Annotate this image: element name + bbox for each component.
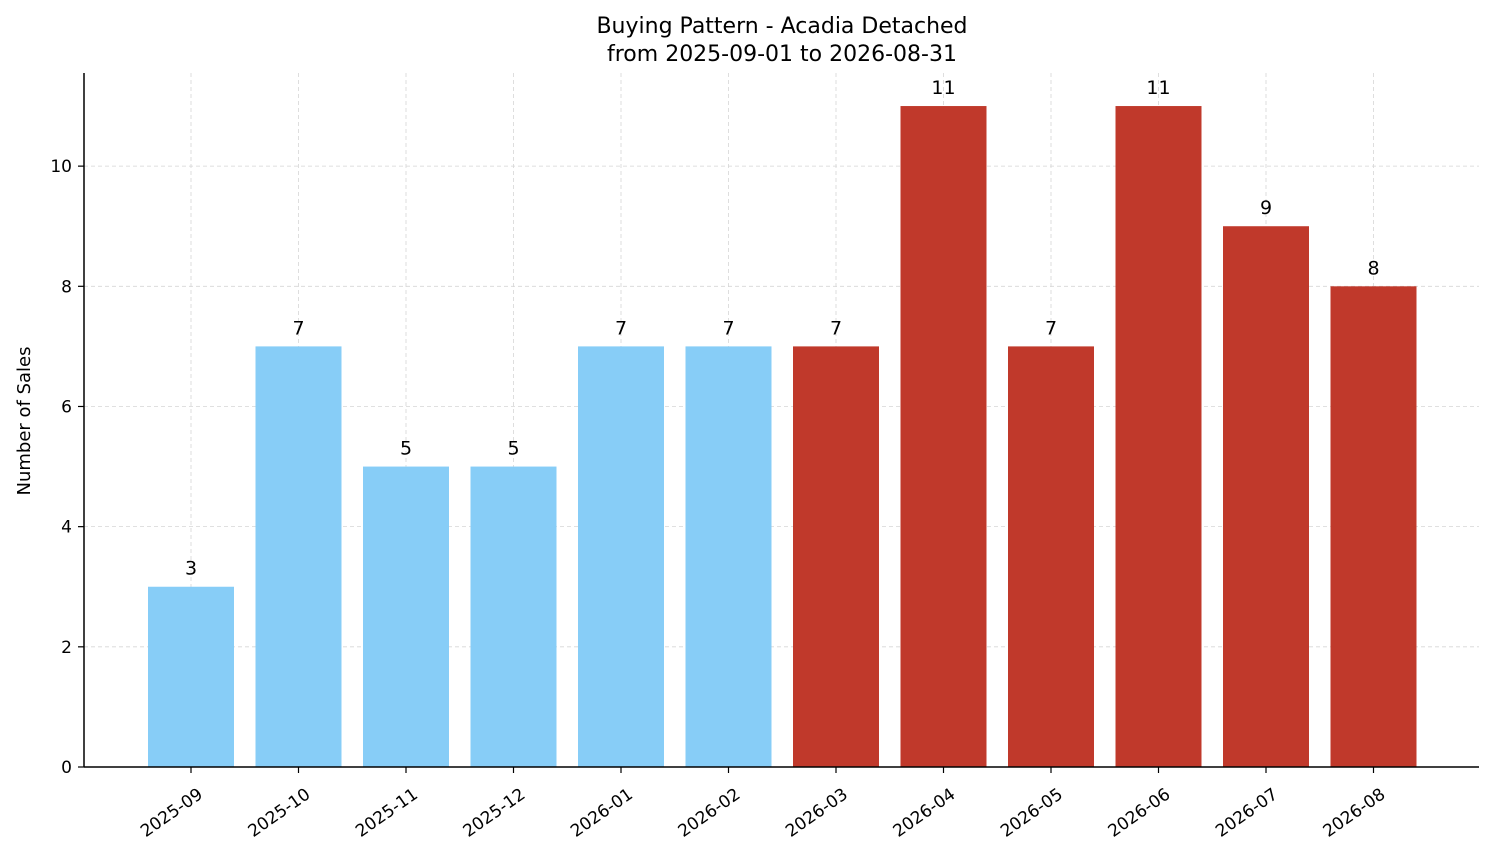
y-tick-label: 10: [50, 157, 72, 177]
bar: [900, 106, 987, 768]
bar-value-label: 7: [292, 317, 304, 339]
y-tick-label: 6: [61, 397, 72, 417]
x-tick-label: 2026-02: [675, 785, 745, 842]
bar-value-label: 5: [507, 438, 519, 460]
bar: [470, 466, 557, 767]
y-tick-label: 4: [61, 518, 72, 538]
bar-value-label: 7: [1045, 317, 1057, 339]
x-tick-label: 2026-07: [1212, 785, 1282, 842]
bar: [1330, 286, 1417, 767]
bar-value-label: 11: [1146, 77, 1170, 99]
x-tick-label: 2026-05: [997, 785, 1067, 842]
bar: [578, 346, 664, 767]
bar-value-label: 5: [400, 438, 412, 460]
bar-value-label: 8: [1367, 257, 1379, 279]
bar: [1115, 106, 1202, 768]
bar: [1008, 346, 1094, 767]
x-tick-label: 2026-08: [1320, 785, 1390, 842]
data-labels-layer: 3 7 5 5 7 7 7 11 7 11 9 8: [185, 77, 1380, 580]
bars-layer: [148, 106, 1417, 768]
bar: [1223, 226, 1309, 768]
x-tick-label: 2025-10: [245, 785, 315, 842]
y-axis-title: Number of Sales: [14, 346, 35, 495]
bar-value-label: 3: [185, 558, 197, 580]
bar: [148, 586, 234, 767]
bar: [255, 346, 342, 767]
x-tick-label: 2025-11: [352, 785, 422, 842]
x-tick-label: 2026-01: [567, 785, 637, 842]
x-tick-label: 2026-03: [782, 785, 852, 842]
x-tick-label: 2025-12: [460, 785, 530, 842]
bar-value-label: 7: [722, 317, 734, 339]
y-tick-label: 2: [61, 638, 72, 658]
axes-layer: [83, 73, 1479, 768]
bar: [793, 346, 879, 767]
bar-value-label: 9: [1260, 197, 1272, 219]
chart-subtitle: from 2025-09-01 to 2026-08-31: [607, 42, 957, 67]
x-tick-label: 2026-04: [890, 785, 960, 842]
x-tick-label: 2025-09: [137, 785, 207, 842]
bar: [685, 346, 772, 767]
chart-title: Buying Pattern - Acadia Detached: [596, 14, 967, 39]
y-tick-label: 8: [61, 277, 72, 297]
y-tick-label: 0: [61, 758, 72, 778]
bar-value-label: 7: [830, 317, 842, 339]
x-tick-label: 2026-06: [1105, 785, 1175, 842]
bar-value-label: 11: [931, 77, 955, 99]
bar: [363, 466, 449, 767]
bar-value-label: 7: [615, 317, 627, 339]
